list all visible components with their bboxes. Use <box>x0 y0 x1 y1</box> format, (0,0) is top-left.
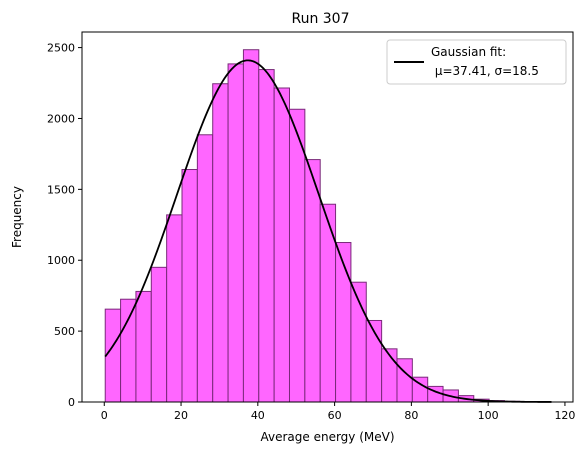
x-tick-label: 100 <box>478 409 499 422</box>
x-tick-label: 120 <box>554 409 575 422</box>
histogram-bar <box>105 309 120 402</box>
y-tick-label: 2500 <box>47 42 75 55</box>
histogram-bar <box>397 359 412 402</box>
histogram-bar <box>336 243 351 402</box>
x-tick-label: 0 <box>101 409 108 422</box>
histogram-bar <box>305 160 320 402</box>
histogram-bars <box>105 50 550 402</box>
y-axis-label: Frequency <box>10 186 24 248</box>
histogram-bar <box>382 349 397 402</box>
x-tick-label: 80 <box>404 409 418 422</box>
histogram-bar <box>213 84 228 402</box>
y-tick-label: 2000 <box>47 112 75 125</box>
histogram-bar <box>259 70 274 402</box>
y-axis: 0 500 1000 1500 2000 2500 <box>47 42 82 409</box>
legend-fit-label-line1: Gaussian fit: <box>431 45 506 59</box>
y-tick-label: 0 <box>68 396 75 409</box>
legend: Gaussian fit: μ=37.41, σ=18.5 <box>387 40 566 84</box>
x-axis-label: Average energy (MeV) <box>260 430 394 444</box>
x-tick-label: 20 <box>174 409 188 422</box>
chart-title: Run 307 <box>291 11 349 27</box>
histogram-bar <box>151 267 166 402</box>
histogram-bar <box>136 291 151 402</box>
x-tick-label: 40 <box>251 409 265 422</box>
x-axis: 0 20 40 60 80 100 120 <box>101 402 576 422</box>
y-tick-label: 1000 <box>47 254 75 267</box>
legend-fit-label-line2: μ=37.41, σ=18.5 <box>431 64 539 78</box>
histogram-bar <box>167 215 182 402</box>
histogram-bar <box>289 109 304 402</box>
histogram-bar <box>274 88 289 402</box>
histogram-bar <box>121 299 136 402</box>
histogram-bar <box>197 135 212 402</box>
y-tick-label: 1500 <box>47 183 75 196</box>
histogram-bar <box>228 64 243 402</box>
y-tick-label: 500 <box>54 325 75 338</box>
histogram-bar <box>243 50 258 402</box>
x-tick-label: 60 <box>328 409 342 422</box>
histogram-bar <box>182 170 197 402</box>
